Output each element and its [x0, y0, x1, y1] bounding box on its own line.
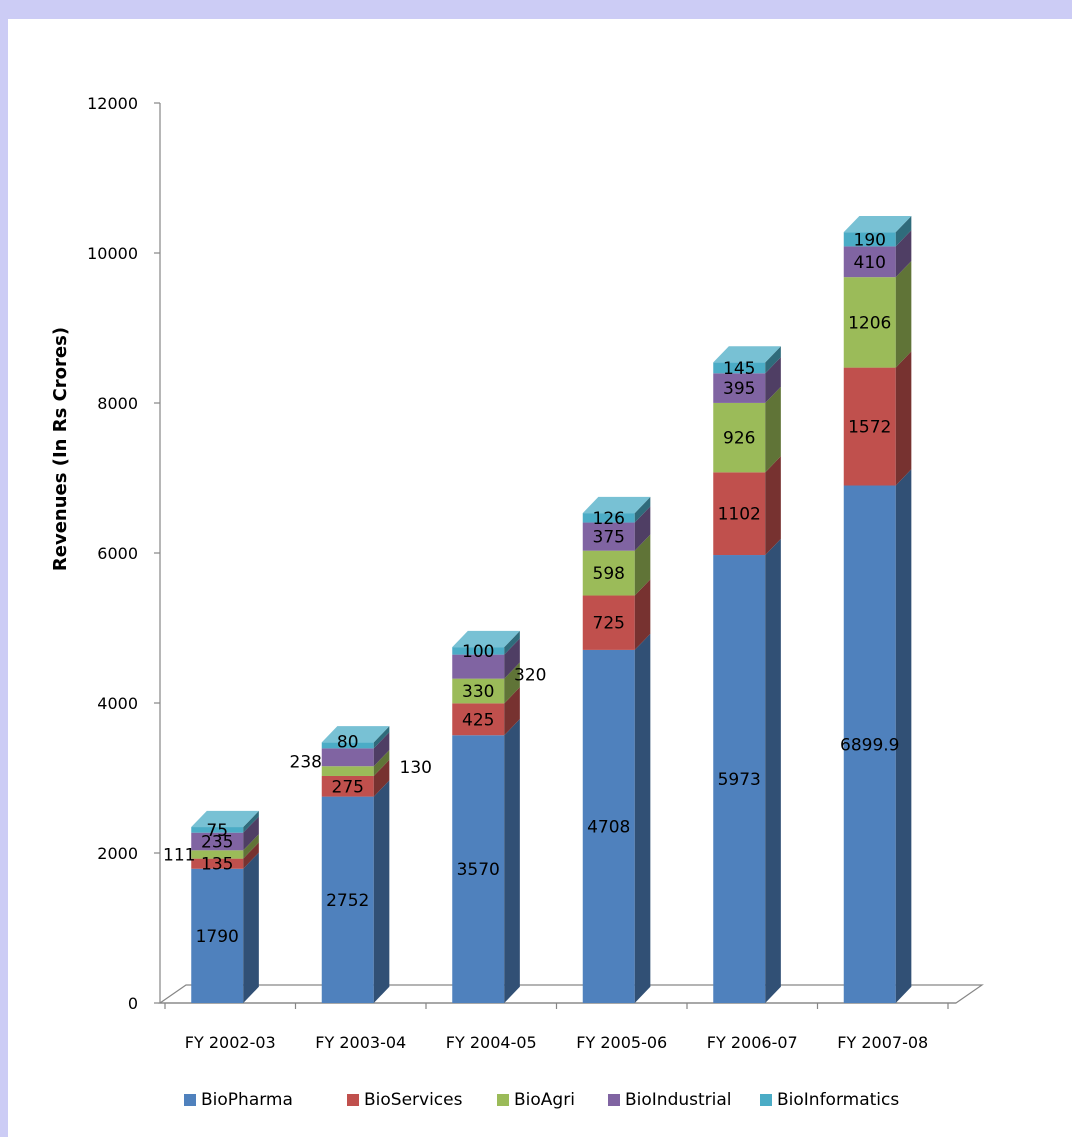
- y-tick-label: 6000: [97, 544, 138, 563]
- data-label: 1790: [196, 927, 239, 947]
- x-tick-label: FY 2005-06: [576, 1033, 667, 1052]
- bar-segment-bioservices: [321, 759, 390, 797]
- bar-segment-bioservices: [452, 687, 520, 736]
- bar-segment-bioagri: [713, 386, 781, 473]
- bar-segment-bioagri: [321, 750, 390, 776]
- y-tick-label: 0: [128, 994, 138, 1013]
- data-label: 5973: [718, 770, 761, 790]
- y-tick-label: 12000: [87, 94, 138, 113]
- legend-swatch: [347, 1094, 359, 1106]
- bar-segment-biopharma: [452, 719, 520, 1003]
- y-tick-label: 8000: [97, 394, 138, 413]
- data-label: 1206: [848, 313, 891, 333]
- bar-segment-bioindustrial: [713, 357, 781, 403]
- revenue-chart: Revenues (In Rs Crores) 0 2000 4000 6000 800…: [50, 94, 984, 1110]
- data-label: 410: [854, 253, 886, 273]
- bar-segment-bioinformatics: [713, 346, 781, 374]
- x-tick-label: FY 2006-07: [707, 1033, 798, 1052]
- bar-segment-bioagri: [191, 834, 259, 859]
- x-tick-label: FY 2003-04: [315, 1033, 406, 1052]
- legend-item-bioindustrial: BioIndustrial: [608, 1090, 732, 1110]
- legend: BioPharma BioServices BioAgri BioIndustrial…: [184, 1090, 899, 1110]
- data-label: 725: [593, 614, 625, 634]
- data-label: 1572: [848, 418, 891, 438]
- bar-segment-bioagri: [452, 662, 520, 704]
- data-label: 598: [593, 564, 625, 584]
- x-tick-label: FY 2007-08: [837, 1033, 928, 1052]
- bar-segment-bioindustrial: [321, 732, 390, 767]
- bar-segment-bioinformatics: [191, 810, 259, 833]
- data-label: 1102: [718, 505, 761, 525]
- bar-segment-bioservices: [843, 351, 912, 486]
- legend-swatch: [184, 1094, 196, 1106]
- legend-item-biopharma: BioPharma: [184, 1090, 293, 1110]
- axes: 0 2000 4000 6000 8000 10000 12000 FY 2002-03 FY …: [87, 94, 956, 1052]
- bar-segment-bioindustrial: [191, 816, 259, 851]
- bar-segment-bioindustrial: [843, 230, 912, 278]
- data-label: 320: [514, 666, 546, 686]
- bar-segment-bioindustrial: [582, 506, 651, 551]
- legend-label: BioAgri: [514, 1090, 575, 1110]
- data-label: 3570: [457, 860, 500, 880]
- bar-segment-bioservices: [191, 842, 259, 869]
- bar-segment-bioagri: [843, 260, 912, 368]
- chart-frame: Revenues (In Rs Crores) 0 2000 4000 6000 800…: [8, 19, 1072, 1137]
- data-label: 126: [593, 509, 625, 529]
- data-label: 395: [723, 379, 755, 399]
- data-label: 80: [337, 732, 359, 752]
- legend-item-bioagri: BioAgri: [497, 1090, 575, 1110]
- legend-swatch: [760, 1094, 772, 1106]
- bar-segment-bioinformatics: [582, 496, 651, 523]
- data-label: 4708: [587, 817, 630, 837]
- legend-label: BioInformatics: [777, 1090, 899, 1110]
- data-label: 190: [854, 230, 886, 250]
- legend-label: BioServices: [364, 1090, 463, 1110]
- legend-item-bioservices: BioServices: [347, 1090, 463, 1110]
- y-tick-label: 4000: [97, 694, 138, 713]
- bar-segment-biopharma: [713, 538, 781, 1003]
- x-tick-label: FY 2002-03: [185, 1033, 276, 1052]
- x-tick-label: FY 2004-05: [446, 1033, 537, 1052]
- bars: [191, 215, 912, 1003]
- data-label: 130: [400, 758, 432, 778]
- data-label: 75: [206, 821, 228, 841]
- bar-segment-biopharma: [191, 852, 259, 1003]
- y-tick-label: 10000: [87, 244, 138, 263]
- data-label: 100: [462, 642, 494, 662]
- y-axis-label: Revenues (In Rs Crores): [50, 327, 71, 571]
- data-label: 145: [723, 359, 755, 379]
- data-label: 330: [462, 682, 494, 702]
- legend-item-bioinformatics: BioInformatics: [760, 1090, 899, 1110]
- data-label: 375: [593, 528, 625, 548]
- bar-segment-biopharma: [582, 633, 651, 1003]
- data-label: 425: [462, 710, 494, 730]
- bar-segment-biopharma: [321, 780, 390, 1003]
- legend-swatch: [608, 1094, 620, 1106]
- bar-segment-bioservices: [582, 579, 651, 650]
- legend-label: BioPharma: [201, 1090, 293, 1110]
- data-label: 235: [201, 832, 233, 852]
- bar-segment-bioservices: [713, 456, 781, 556]
- bar-segment-biopharma: [843, 469, 912, 1003]
- data-label: 2752: [326, 891, 369, 911]
- bar-segment-bioinformatics: [843, 215, 912, 247]
- data-label: 6899.9: [840, 735, 899, 755]
- y-tick-label: 2000: [97, 844, 138, 863]
- legend-swatch: [497, 1094, 509, 1106]
- data-label: 238: [290, 752, 322, 772]
- data-label: 926: [723, 429, 755, 449]
- data-label: 135: [201, 855, 233, 875]
- bar-segment-bioinformatics: [321, 726, 390, 749]
- bar-segment-bioindustrial: [452, 638, 520, 679]
- data-label: 275: [332, 777, 364, 797]
- bar-segment-bioinformatics: [452, 630, 520, 655]
- bar-segment-bioagri: [582, 534, 651, 596]
- legend-label: BioIndustrial: [625, 1090, 732, 1110]
- data-label: 111: [163, 845, 195, 865]
